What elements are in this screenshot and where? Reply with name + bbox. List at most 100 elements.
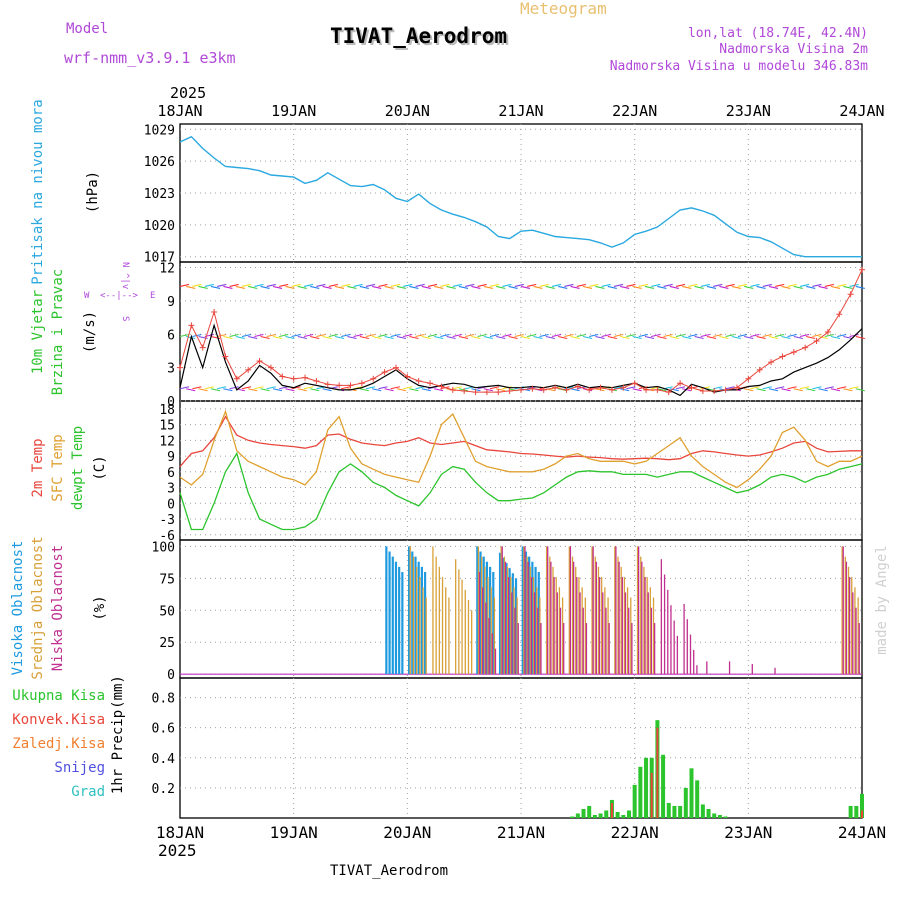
y-tick-label: 18 [159, 403, 175, 418]
wind-barb [458, 285, 469, 290]
precip-total-bar [666, 802, 671, 818]
wind-barb [799, 333, 810, 338]
wind-barb [365, 333, 376, 338]
wind-gust-marker [427, 380, 434, 387]
precip-label: 1hr Precip [110, 710, 126, 794]
wind-barb [607, 335, 617, 340]
wind-barb [626, 333, 636, 338]
y-tick-label: 0 [167, 395, 175, 410]
wind-barb [341, 283, 351, 288]
wind-barb [558, 335, 568, 340]
wind-barb [452, 283, 462, 288]
wind-barb [241, 386, 252, 390]
wind-gust-marker [211, 309, 218, 316]
wind-barb [465, 283, 475, 288]
wind-gust-marker [836, 311, 843, 318]
wind-barb [527, 283, 537, 288]
y-tick-label: -6 [159, 529, 175, 544]
wind-barb [675, 333, 686, 338]
wind-barb [279, 333, 289, 338]
wind-barb [613, 386, 624, 390]
wind-gust-marker [267, 364, 274, 371]
wind-barb [254, 283, 264, 288]
wind-barb [793, 335, 803, 340]
wind-barb [427, 333, 438, 338]
wind-barb [527, 333, 537, 338]
bottom-time-label: 20JAN [383, 823, 431, 842]
wind-gust-marker [745, 375, 752, 382]
wind-barb [297, 285, 307, 290]
watermark: made by Angel [874, 545, 890, 655]
wind-barb [179, 283, 190, 288]
wind-gust-marker [347, 382, 354, 389]
wind-barb [744, 285, 754, 290]
wind-barb [359, 335, 369, 340]
wind-barb [775, 386, 785, 390]
wind-barb [644, 285, 655, 290]
page-title: TIVAT_Aerodrom [330, 24, 507, 48]
wind-unit: (m/s) [82, 311, 98, 353]
wind-barb [564, 386, 574, 390]
wind-barb [849, 333, 859, 338]
wind-barb [576, 333, 586, 338]
wind-barb [359, 388, 369, 392]
wind-barb [768, 285, 779, 290]
wind-barb [421, 388, 431, 392]
precip-total-bar [672, 805, 677, 818]
precip-total-bar [626, 810, 631, 818]
wind-gust-marker [392, 364, 399, 371]
wind-gust-marker [756, 366, 763, 373]
wind-barb [260, 388, 270, 392]
wind-barb [626, 386, 636, 390]
cloud-unit: (%) [92, 595, 108, 620]
wind-barb [192, 386, 202, 390]
wind-barb [787, 283, 797, 288]
wind-barb [694, 285, 704, 290]
wind-barb [545, 335, 555, 340]
wind-barb [638, 283, 648, 288]
precip-total-bar [678, 805, 683, 818]
wind-barb [843, 388, 853, 392]
wind-barb [489, 283, 500, 288]
wind-barb [818, 285, 828, 290]
wind-gust-marker [643, 386, 650, 393]
wind-gust-marker [245, 366, 252, 373]
wind-barb [452, 386, 462, 390]
wind-plot [177, 266, 865, 397]
wind-gust-marker [563, 386, 570, 393]
pressure-label: Pritisak na nivou mora [30, 99, 46, 284]
wind-barb [328, 283, 338, 288]
wind-barb [496, 388, 506, 392]
wind-barb [229, 283, 239, 288]
wind-barb [706, 285, 717, 290]
precip-total-bar [717, 814, 722, 818]
wind-barb [489, 386, 500, 390]
wind-barb [372, 285, 382, 290]
wind-barb [477, 333, 487, 338]
wind-barb [558, 285, 568, 290]
wind-gust-marker [824, 329, 831, 336]
compass-w: W [84, 291, 90, 301]
wind-barb [806, 335, 816, 340]
wind-barb [347, 285, 357, 290]
y-tick-label: 12 [159, 434, 175, 449]
wind-barb [564, 283, 574, 288]
wind-barb [837, 283, 847, 288]
wind-barb [496, 285, 506, 290]
wind-gust-marker [313, 377, 320, 384]
wind-barb [706, 335, 717, 340]
wind-barb [806, 388, 816, 392]
wind-barb [613, 333, 624, 338]
wind-barb [713, 283, 723, 288]
wind-barb [390, 386, 400, 390]
wind-gust-marker [370, 375, 377, 382]
y-tick-label: 1020 [144, 219, 175, 234]
wind-barb [179, 386, 190, 390]
wind-barb [235, 285, 245, 290]
wind-barb [272, 388, 283, 392]
wind-barb [378, 386, 388, 390]
wind-barb [806, 285, 816, 290]
wind-barb [595, 285, 605, 290]
wind-barb [217, 333, 227, 338]
